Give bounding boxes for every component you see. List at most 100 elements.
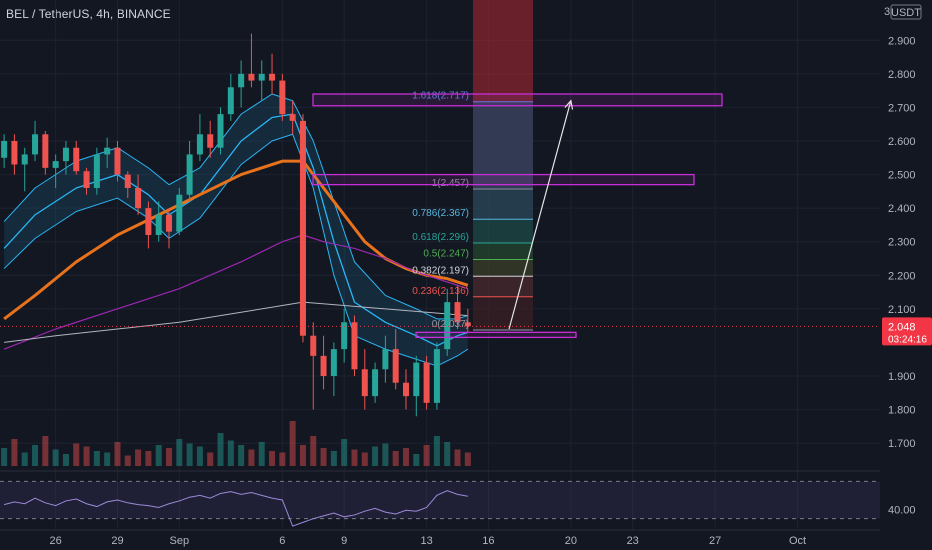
time-tick-label: Oct — [789, 535, 806, 547]
highlight-box — [415, 331, 577, 339]
price-axis: 2.900 2.800 2.700 2.600 2.500 2.400 2.300 2.200… — [882, 4, 932, 450]
candle-body — [330, 349, 337, 376]
candle-body — [341, 322, 348, 350]
fib-fill — [473, 259, 533, 277]
stop-zone — [473, 0, 533, 102]
volume-bar — [42, 436, 49, 466]
candle-body — [124, 174, 131, 188]
fib-label: 1(2.457) — [432, 178, 469, 189]
volume-bar — [299, 445, 306, 466]
candle-body — [454, 302, 461, 323]
candle-body — [165, 214, 172, 232]
price-tick-label: 2.800 — [888, 69, 916, 81]
price-tick-label: 2.900 — [888, 35, 916, 47]
highlight-box — [312, 93, 723, 107]
fib-fill — [473, 219, 533, 244]
volume-bar — [145, 451, 152, 466]
candles — [0, 33, 880, 417]
candle-body — [73, 147, 80, 172]
volume-bar — [176, 439, 183, 466]
volume-bar — [402, 448, 409, 466]
volume-bar — [361, 452, 368, 466]
current-price-badge — [882, 317, 932, 346]
volume-bar — [196, 446, 203, 466]
target-arrow — [508, 100, 572, 330]
volume-bar — [382, 443, 389, 466]
volume-bar — [310, 436, 317, 466]
candle-body — [351, 322, 358, 370]
candle-body — [145, 208, 152, 235]
price-tick-label: 1.800 — [888, 405, 916, 417]
price-tick-label: 1.900 — [888, 371, 916, 383]
volume-bar — [289, 421, 296, 466]
volume-bar — [320, 448, 327, 466]
candle-body — [104, 147, 111, 155]
arrow-head — [564, 99, 574, 110]
candle-body — [258, 73, 265, 81]
candle-body — [186, 154, 193, 195]
volume-bar — [114, 442, 121, 466]
volume-bar — [52, 449, 59, 466]
volume-bar — [248, 449, 255, 466]
price-axis-top-label: 3 — [884, 6, 890, 18]
currency-badge — [890, 4, 922, 20]
candle-body — [413, 362, 420, 397]
fib-fill — [473, 296, 533, 331]
volume-bar — [279, 452, 286, 466]
candle-body — [392, 349, 399, 383]
price-tick-label: 2.100 — [888, 304, 916, 316]
candle-body — [62, 147, 69, 162]
volume-bar — [135, 449, 142, 466]
candle-body — [248, 73, 255, 81]
volume-bar — [444, 442, 451, 466]
volume-bar — [32, 445, 39, 466]
volume-bar — [62, 454, 69, 466]
rsi-line — [3, 490, 468, 527]
candle-body — [114, 147, 121, 175]
volume-bar — [93, 451, 100, 466]
current-price-value: 2.048 — [888, 321, 916, 333]
volume-bar — [83, 446, 90, 466]
volume-bar — [155, 445, 162, 466]
rsi-panel: 40.00 — [0, 470, 916, 527]
candle-body — [402, 382, 409, 397]
time-tick-label: 23 — [627, 535, 639, 547]
time-axis: 26 29 Sep 6 9 13 16 20 23 27 Oct — [0, 529, 880, 547]
candle-body — [382, 349, 389, 370]
candle-body — [83, 171, 90, 188]
candle-body — [217, 114, 224, 148]
fib-label: 0.236(2.136) — [412, 286, 469, 297]
candle-body — [464, 322, 471, 327]
volume-bar — [165, 448, 172, 466]
fib-levels: 1.618(2.717) 1(2.457) 0.786(2.367) 0.618(2.… — [412, 91, 533, 331]
candle-body — [289, 114, 296, 121]
current-price-countdown: 03:24:16 — [888, 334, 927, 345]
volume-bar — [341, 439, 348, 466]
time-tick-label: 20 — [565, 535, 577, 547]
time-tick-label: 9 — [341, 535, 347, 547]
candle-body — [423, 362, 430, 403]
candle-body — [52, 161, 59, 168]
fib-label: 0.618(2.296) — [412, 232, 469, 243]
candle-body — [93, 154, 100, 188]
currency-badge-text: USDT — [891, 7, 921, 19]
price-tick-label: 2.600 — [888, 136, 916, 148]
fib-label: 0.5(2.247) — [423, 249, 469, 260]
volume-bar — [423, 445, 430, 466]
rsi-tick-label: 40.00 — [888, 504, 916, 516]
candle-body — [444, 302, 451, 350]
volume-bar — [11, 439, 18, 466]
fib-fill — [473, 243, 533, 260]
candle-body — [320, 355, 327, 376]
fib-fill — [473, 276, 533, 297]
band-fill — [4, 94, 468, 366]
fib-label: 0.382(2.197) — [412, 265, 469, 276]
time-tick-label: 26 — [50, 535, 62, 547]
highlight-boxes — [312, 93, 723, 339]
fib-label: 0(2.037) — [432, 319, 469, 330]
volume-bar — [351, 449, 358, 466]
time-tick-label: 6 — [279, 535, 285, 547]
price-tick-label: 2.400 — [888, 203, 916, 215]
